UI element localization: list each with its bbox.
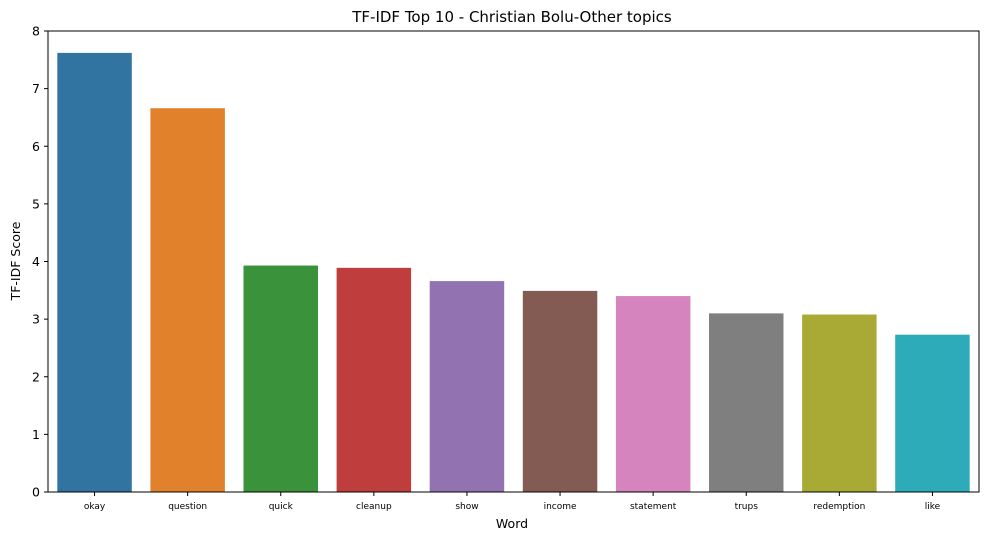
x-tick-label: trups (735, 502, 759, 512)
y-tick-label: 1 (32, 427, 40, 442)
bar-okay (57, 52, 132, 493)
bar-show (429, 281, 505, 492)
x-tick-label: income (544, 502, 577, 512)
bar-trups (709, 313, 784, 492)
chart-title: TF-IDF Top 10 - Christian Bolu-Other top… (351, 8, 672, 26)
x-tick-label: quick (269, 502, 294, 512)
y-tick-label: 6 (32, 139, 40, 154)
y-tick-label: 0 (32, 485, 40, 500)
x-tick-label: redemption (813, 502, 865, 512)
bar-redemption (802, 314, 877, 492)
x-tick-label: question (168, 502, 207, 512)
y-tick-label: 8 (32, 24, 40, 39)
x-axis: okay question quick cleanup show income statem… (84, 492, 941, 512)
y-axis: 0 1 2 3 4 5 6 7 8 (32, 24, 48, 500)
bar-cleanup (336, 267, 412, 492)
x-tick-label: like (925, 502, 941, 512)
y-tick-label: 4 (32, 254, 40, 269)
x-tick-label: okay (84, 502, 106, 512)
y-tick-label: 7 (32, 81, 40, 96)
bar-income (522, 290, 598, 492)
y-tick-label: 2 (32, 369, 40, 384)
y-tick-label: 5 (32, 196, 40, 211)
bars-group (57, 52, 970, 493)
bar-like (895, 334, 970, 492)
bar-quick (243, 265, 318, 492)
x-axis-label: Word (496, 516, 528, 531)
y-axis-label: TF-IDF Score (8, 221, 23, 301)
bar-question (150, 108, 225, 492)
x-tick-label: statement (630, 502, 677, 512)
y-tick-label: 3 (32, 312, 40, 327)
x-tick-label: cleanup (356, 502, 392, 512)
bar-statement (615, 296, 691, 492)
x-tick-label: show (455, 502, 478, 512)
